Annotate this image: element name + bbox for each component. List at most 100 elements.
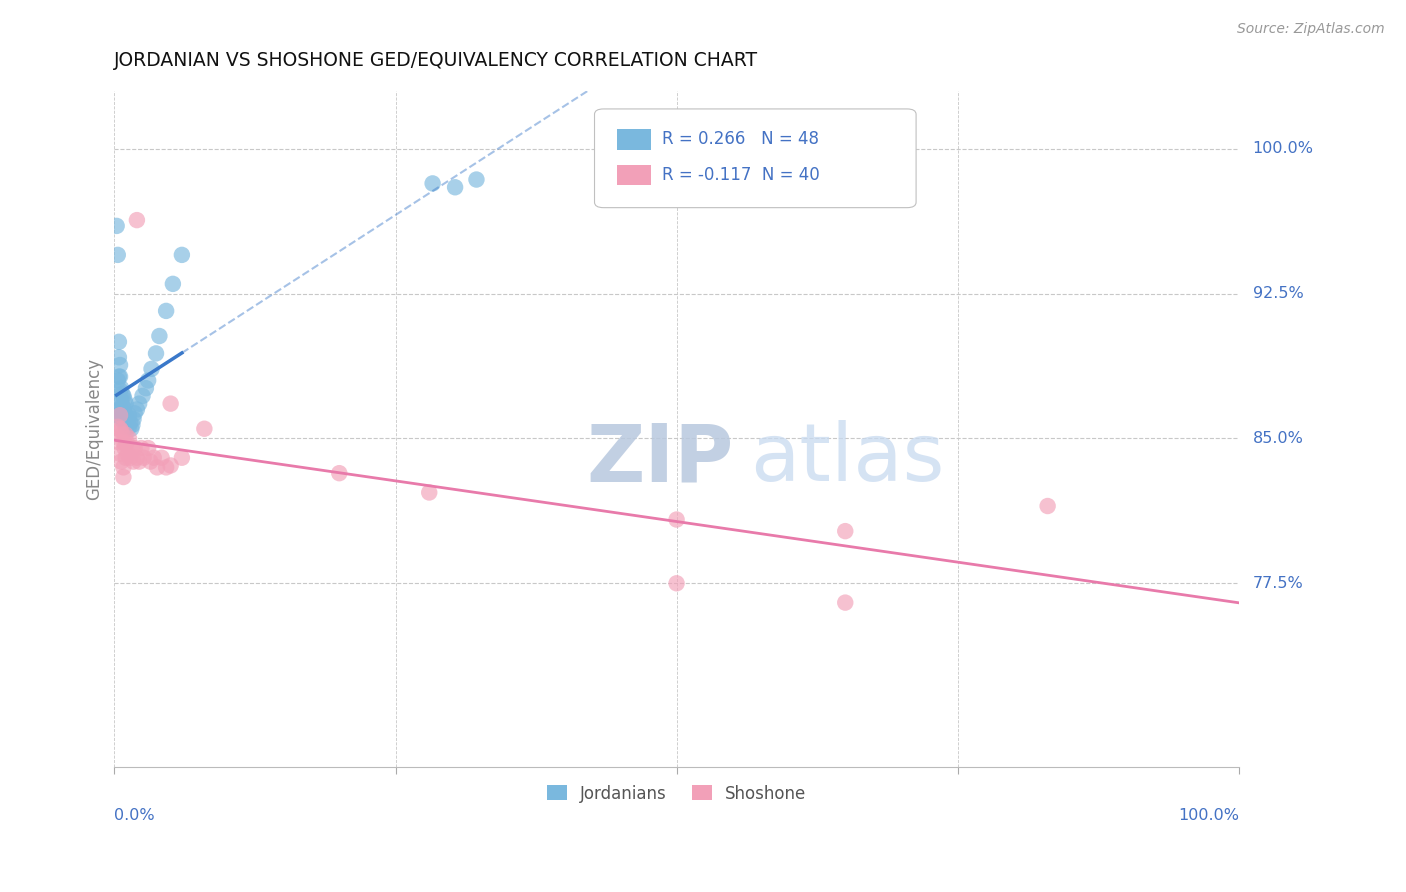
Legend: Jordanians, Shoshone: Jordanians, Shoshone: [540, 778, 813, 809]
Point: [121, 417, 143, 432]
Point: [108, 447, 131, 461]
Point: [111, 387, 134, 401]
Point: [105, 219, 128, 233]
Point: [108, 383, 131, 397]
Point: [112, 412, 135, 426]
Point: [155, 460, 177, 475]
Point: [159, 458, 181, 473]
Point: [125, 450, 148, 465]
Point: [112, 401, 135, 415]
Point: [665, 512, 688, 526]
Point: [422, 177, 444, 191]
Point: [115, 435, 138, 450]
Point: [111, 427, 134, 442]
Point: [114, 416, 136, 430]
Point: [108, 392, 131, 407]
Text: 77.5%: 77.5%: [1253, 576, 1303, 591]
Point: [131, 441, 153, 455]
Point: [108, 351, 131, 365]
Point: [111, 408, 134, 422]
Point: [162, 277, 184, 291]
Point: [112, 460, 135, 475]
Point: [110, 454, 132, 468]
Point: [122, 412, 145, 426]
Point: [108, 369, 131, 384]
Point: [120, 422, 142, 436]
Point: [834, 596, 856, 610]
Point: [125, 402, 148, 417]
Point: [418, 485, 440, 500]
Point: [112, 470, 135, 484]
Point: [118, 419, 141, 434]
Text: ZIP: ZIP: [586, 420, 734, 498]
Point: [108, 422, 131, 436]
Point: [146, 460, 169, 475]
Point: [124, 441, 146, 455]
Point: [107, 419, 129, 434]
Point: [110, 412, 132, 426]
Point: [136, 441, 159, 455]
Point: [120, 416, 142, 430]
Point: [114, 437, 136, 451]
Point: [117, 416, 139, 430]
Point: [108, 358, 131, 372]
Point: [114, 408, 136, 422]
Point: [115, 412, 138, 426]
Y-axis label: GED/Equivalency: GED/Equivalency: [86, 358, 103, 500]
Point: [108, 408, 131, 422]
Point: [114, 450, 136, 465]
Point: [132, 450, 155, 465]
Point: [193, 422, 215, 436]
Point: [155, 304, 177, 318]
Point: [114, 419, 136, 434]
Point: [159, 397, 181, 411]
Point: [110, 402, 132, 417]
Point: [112, 389, 135, 403]
Point: [108, 435, 131, 450]
Point: [107, 374, 129, 388]
Text: atlas: atlas: [749, 420, 943, 498]
Point: [118, 408, 141, 422]
Point: [114, 406, 136, 420]
Text: 85.0%: 85.0%: [1253, 431, 1303, 446]
Point: [145, 346, 167, 360]
Point: [121, 441, 143, 455]
Point: [111, 399, 134, 413]
Point: [108, 334, 131, 349]
Text: 100.0%: 100.0%: [1178, 808, 1239, 823]
Point: [114, 392, 136, 407]
Point: [141, 362, 163, 376]
Text: 100.0%: 100.0%: [1253, 141, 1313, 156]
Point: [108, 402, 131, 417]
Point: [136, 374, 159, 388]
Point: [131, 389, 153, 403]
Point: [465, 172, 488, 186]
Text: 92.5%: 92.5%: [1253, 286, 1303, 301]
Point: [117, 447, 139, 461]
Point: [112, 435, 135, 450]
Point: [110, 424, 132, 438]
FancyBboxPatch shape: [595, 109, 917, 208]
Point: [114, 427, 136, 442]
Point: [128, 397, 150, 411]
Point: [110, 392, 132, 407]
Point: [1036, 499, 1059, 513]
Point: [118, 431, 141, 445]
Text: R = 0.266   N = 48: R = 0.266 N = 48: [662, 129, 818, 148]
Point: [135, 381, 157, 395]
Text: R = -0.117  N = 40: R = -0.117 N = 40: [662, 166, 820, 184]
Point: [125, 213, 148, 227]
Text: Source: ZipAtlas.com: Source: ZipAtlas.com: [1237, 22, 1385, 37]
Point: [834, 524, 856, 538]
Point: [139, 454, 162, 468]
FancyBboxPatch shape: [617, 129, 651, 150]
Text: 0.0%: 0.0%: [114, 808, 155, 823]
Point: [142, 450, 165, 465]
FancyBboxPatch shape: [617, 165, 651, 186]
Text: JORDANIAN VS SHOSHONE GED/EQUIVALENCY CORRELATION CHART: JORDANIAN VS SHOSHONE GED/EQUIVALENCY CO…: [114, 51, 758, 70]
Point: [110, 381, 132, 395]
Point: [170, 450, 193, 465]
Point: [665, 576, 688, 591]
Point: [124, 406, 146, 420]
Point: [444, 180, 467, 194]
